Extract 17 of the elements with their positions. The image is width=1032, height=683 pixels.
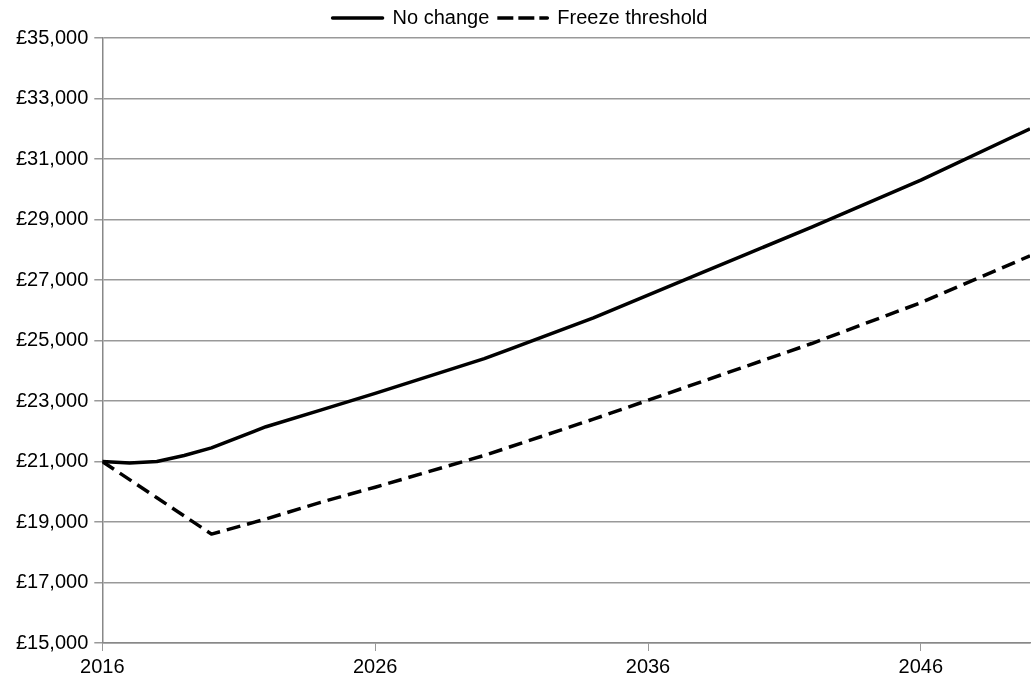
y-tick-label: £31,000 — [16, 146, 89, 169]
y-tick-label: £21,000 — [16, 449, 89, 472]
legend-label: Freeze threshold — [557, 5, 708, 28]
y-tick-label: £27,000 — [16, 267, 89, 290]
y-tick-label: £25,000 — [16, 328, 89, 351]
y-tick-label: £33,000 — [16, 86, 89, 109]
y-tick-label: £23,000 — [16, 388, 89, 411]
y-tick-label: £29,000 — [16, 207, 89, 230]
y-tick-label: £35,000 — [16, 25, 89, 48]
y-tick-label: £15,000 — [16, 630, 89, 653]
y-tick-label: £19,000 — [16, 509, 89, 532]
x-tick-label: 2046 — [898, 654, 944, 677]
y-tick-label: £17,000 — [16, 570, 89, 593]
x-tick-label: 2026 — [352, 654, 398, 677]
x-tick-label: 2016 — [80, 654, 125, 677]
x-tick-label: 2036 — [625, 654, 671, 677]
legend-label: No change — [392, 5, 490, 28]
